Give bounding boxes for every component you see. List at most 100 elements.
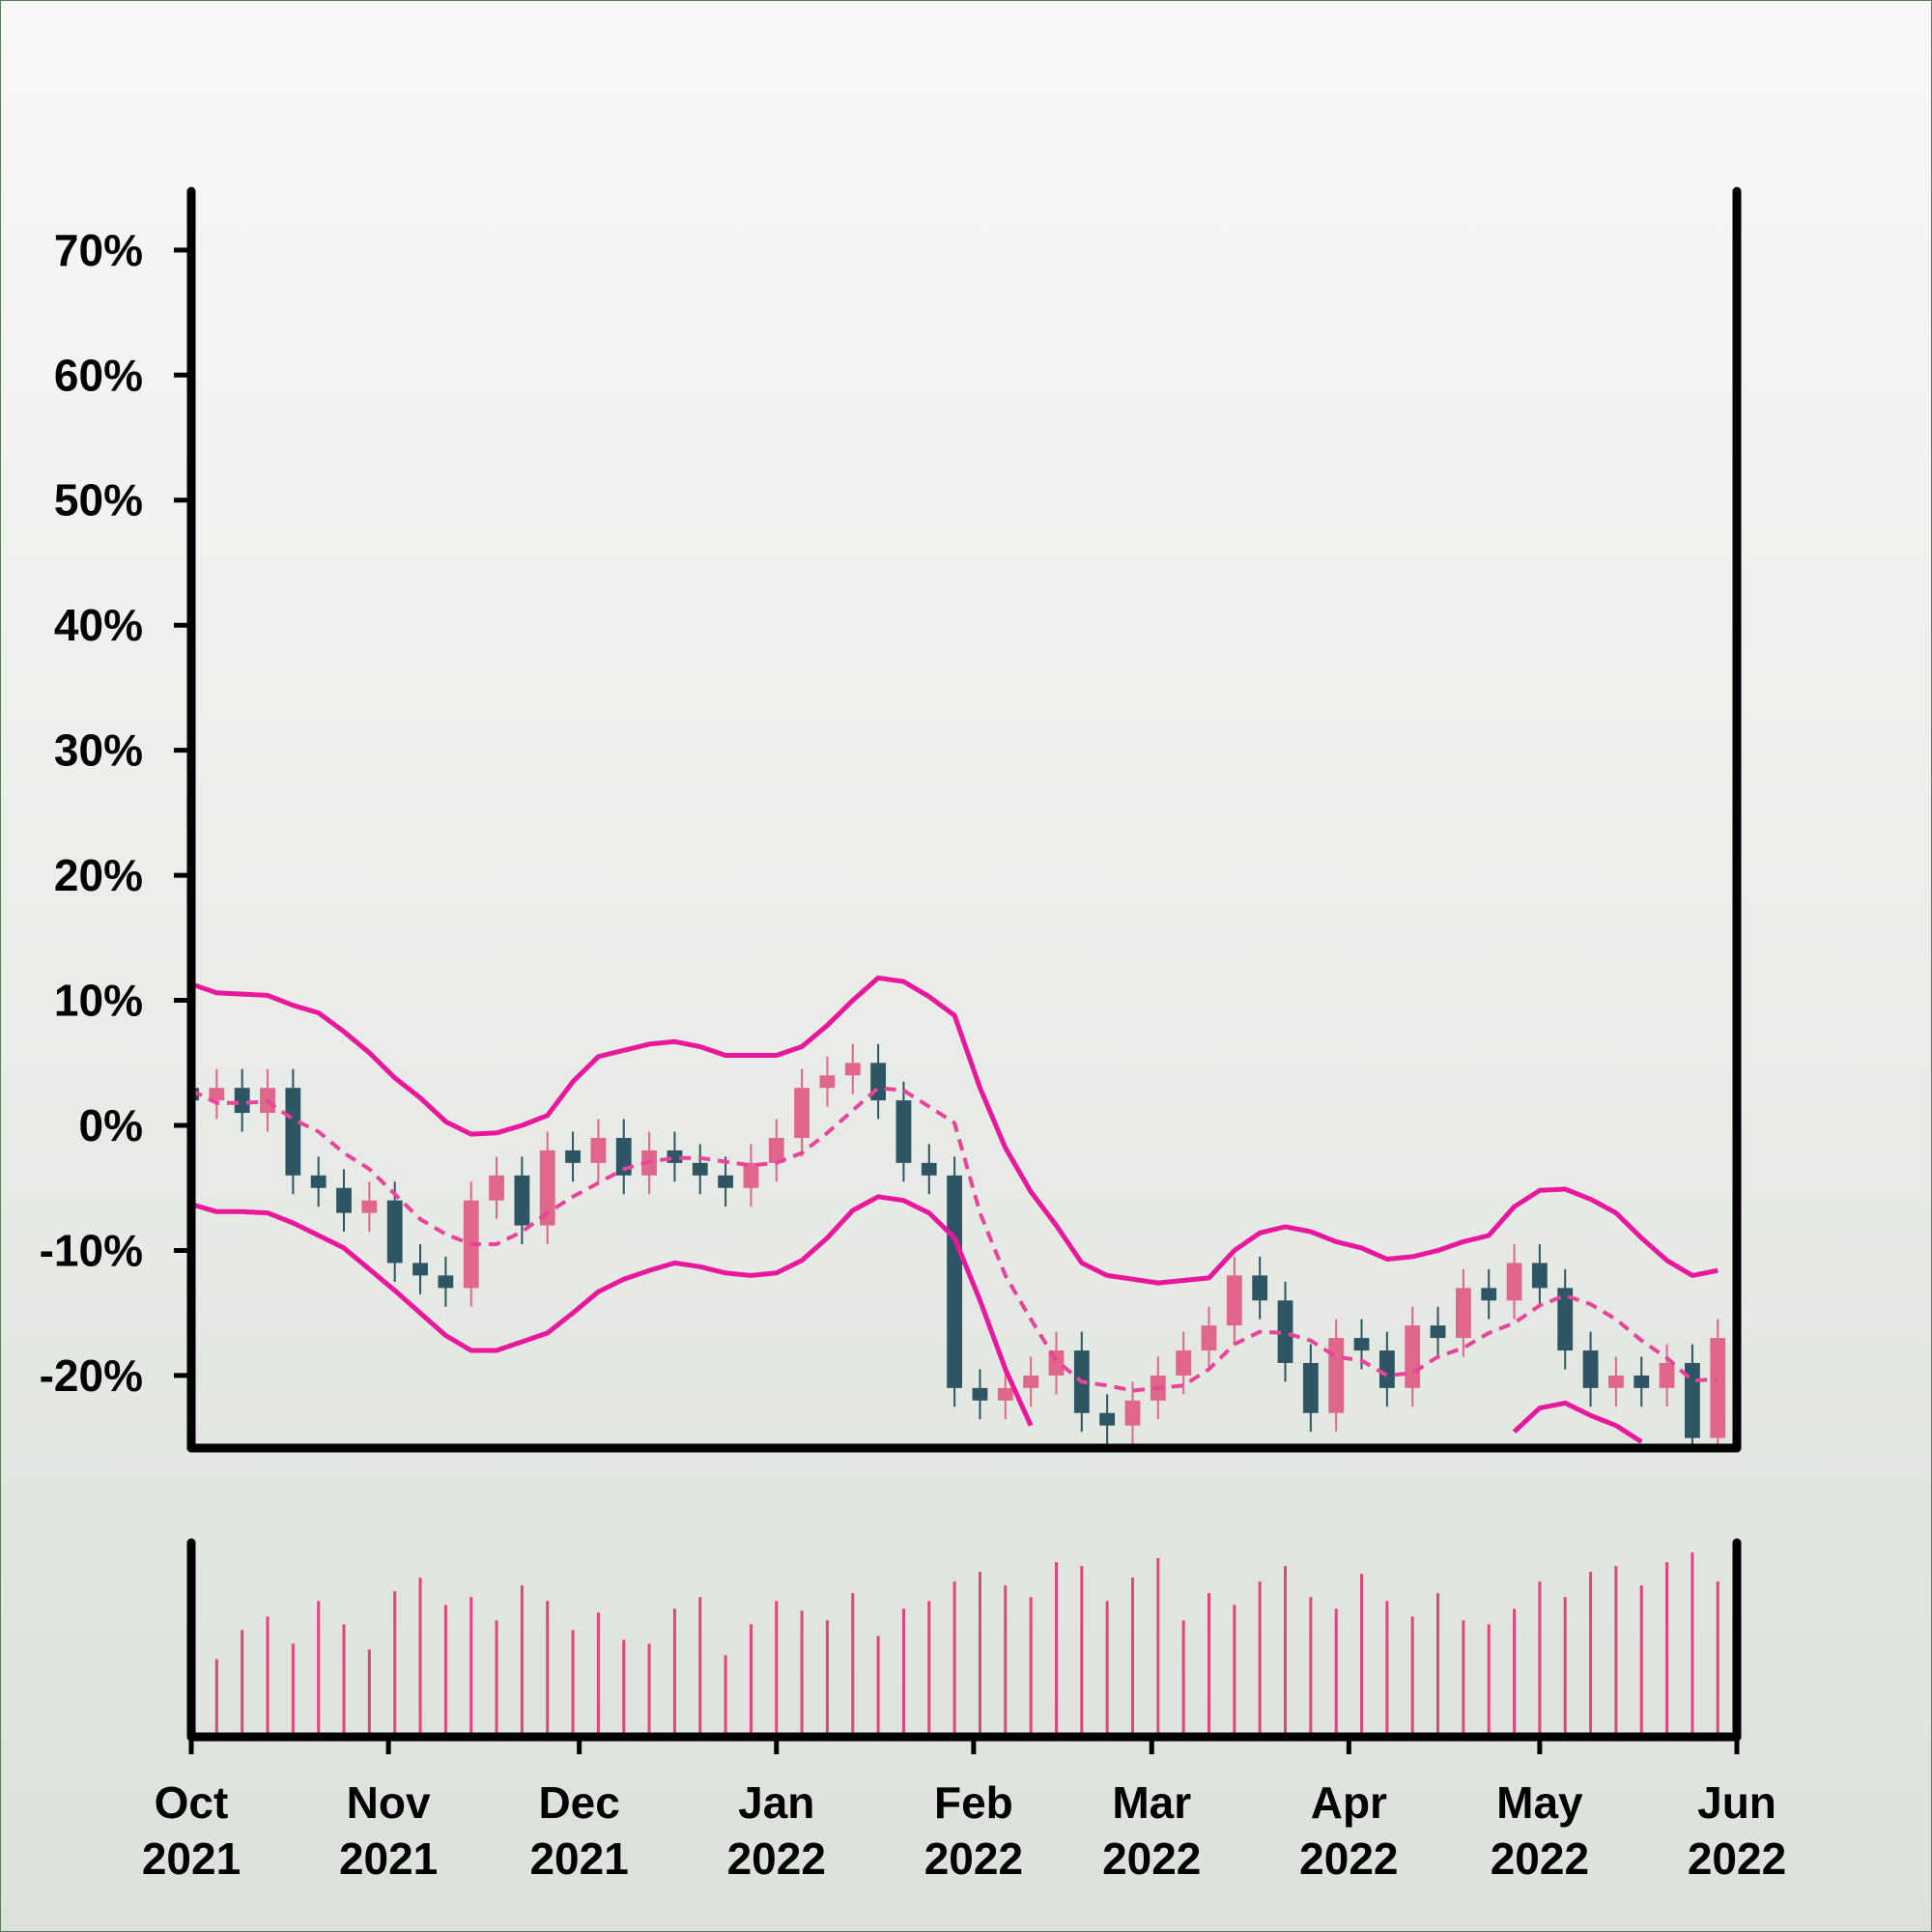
volume-bar bbox=[1716, 1581, 1719, 1737]
x-tick-label-line: 2022 bbox=[727, 1833, 826, 1884]
x-tick-label-line: 2022 bbox=[1491, 1833, 1589, 1884]
volume-bar bbox=[1436, 1593, 1440, 1737]
band-line bbox=[191, 1194, 1643, 1444]
volume-bar bbox=[1207, 1593, 1210, 1737]
volume-bar bbox=[749, 1624, 753, 1737]
candle-body bbox=[921, 1162, 937, 1176]
volume-bar bbox=[1410, 1616, 1414, 1737]
volume-bar bbox=[342, 1624, 346, 1737]
y-tick-label: 0% bbox=[79, 1100, 143, 1151]
volume-bar bbox=[1105, 1601, 1109, 1737]
volume-bar bbox=[317, 1601, 321, 1737]
candle-body bbox=[1176, 1350, 1192, 1376]
x-tick-label-line: Jun bbox=[1697, 1777, 1776, 1828]
volume-bar bbox=[1513, 1608, 1517, 1737]
candle-body bbox=[1353, 1338, 1370, 1351]
candle-body bbox=[768, 1137, 784, 1163]
x-tick-label-line: 2021 bbox=[142, 1833, 241, 1884]
candle-body bbox=[1277, 1300, 1293, 1363]
axes: -20%-10%0%10%20%30%40%50%60%70%Oct 2021No… bbox=[40, 186, 1786, 1884]
x-tick-label: Dec 2021 bbox=[529, 1777, 628, 1884]
volume-bar bbox=[1130, 1577, 1134, 1737]
candle-body bbox=[539, 1150, 555, 1226]
volume-bar bbox=[698, 1597, 702, 1737]
price-plot bbox=[191, 975, 1726, 1448]
candle-body bbox=[1582, 1350, 1599, 1388]
volume-bar bbox=[214, 1659, 218, 1737]
band-line bbox=[191, 975, 1719, 1286]
candle-body bbox=[1481, 1288, 1497, 1301]
candle-body bbox=[1455, 1288, 1471, 1339]
volume-bar bbox=[1334, 1608, 1338, 1737]
candle-body bbox=[1531, 1263, 1548, 1289]
candle-body bbox=[844, 1063, 861, 1076]
x-tick-label: Mar 2022 bbox=[1102, 1777, 1201, 1884]
candle-body bbox=[1099, 1412, 1116, 1426]
candle-body bbox=[514, 1175, 530, 1226]
volume-bar bbox=[901, 1608, 905, 1737]
volume-bar bbox=[1639, 1585, 1643, 1737]
volume-bar bbox=[1080, 1566, 1084, 1737]
volume-bar bbox=[1589, 1572, 1593, 1737]
volume-bar bbox=[367, 1649, 371, 1737]
volume-bar bbox=[1258, 1581, 1262, 1737]
volume-bar bbox=[1054, 1562, 1058, 1737]
y-tick-label: 40% bbox=[54, 600, 143, 650]
x-tick-label-line: May bbox=[1496, 1777, 1583, 1828]
volume-bar bbox=[1385, 1601, 1389, 1737]
x-tick-label-line: 2022 bbox=[1102, 1833, 1201, 1884]
candle-body bbox=[489, 1175, 504, 1201]
volume-bar bbox=[1614, 1566, 1618, 1737]
x-tick-label-line: 2021 bbox=[529, 1833, 628, 1884]
candle-body bbox=[386, 1200, 403, 1264]
volume-bar bbox=[443, 1605, 447, 1737]
x-tick-label-line: Dec bbox=[538, 1777, 619, 1828]
x-tick-label-line: Nov bbox=[347, 1777, 431, 1828]
volume-bar bbox=[952, 1581, 956, 1737]
candle-body bbox=[336, 1187, 352, 1213]
candle-body bbox=[1378, 1350, 1395, 1388]
x-tick-label-line: 2022 bbox=[1688, 1833, 1786, 1884]
x-tick-label-line: Mar bbox=[1112, 1777, 1191, 1828]
volume-bar bbox=[1004, 1585, 1008, 1737]
candle-body bbox=[209, 1088, 225, 1101]
y-tick-label: 50% bbox=[54, 475, 143, 526]
candle-body bbox=[1124, 1400, 1141, 1426]
x-tick-label: Jun 2022 bbox=[1688, 1777, 1786, 1884]
candle-body bbox=[1607, 1375, 1624, 1388]
candle-body bbox=[1557, 1288, 1574, 1351]
candle-body bbox=[310, 1175, 327, 1188]
volume-bar bbox=[596, 1612, 600, 1737]
candle-body bbox=[1328, 1338, 1345, 1413]
volume-bar bbox=[1360, 1574, 1364, 1737]
volume-bar bbox=[1690, 1552, 1694, 1737]
volume-bar bbox=[672, 1608, 676, 1737]
candle-body bbox=[1023, 1375, 1039, 1388]
x-tick-label: Apr 2022 bbox=[1299, 1777, 1398, 1884]
volume-bar bbox=[1284, 1566, 1288, 1737]
x-tick-label: Jan 2022 bbox=[727, 1777, 826, 1884]
candle-body bbox=[1659, 1362, 1675, 1388]
x-tick-label: Oct 2021 bbox=[142, 1777, 241, 1884]
volume-bar bbox=[393, 1591, 397, 1737]
y-tick-label: 70% bbox=[54, 225, 143, 275]
x-tick-label-line: Feb bbox=[934, 1777, 1013, 1828]
volume-bar bbox=[825, 1620, 829, 1737]
x-tick-label-line: 2022 bbox=[924, 1833, 1023, 1884]
x-tick-label-line: Jan bbox=[738, 1777, 814, 1828]
candle-body bbox=[997, 1387, 1013, 1401]
volume-bar bbox=[241, 1630, 244, 1737]
volume-bar bbox=[495, 1620, 498, 1737]
volume-bar bbox=[724, 1655, 727, 1737]
volume-bar bbox=[647, 1643, 651, 1737]
volume-bar bbox=[418, 1577, 422, 1737]
x-tick-label: May 2022 bbox=[1491, 1777, 1589, 1884]
volume-bar bbox=[1487, 1624, 1491, 1737]
volume-bar bbox=[800, 1610, 804, 1737]
x-tick-label-line: Oct bbox=[155, 1777, 229, 1828]
volume-bar bbox=[1462, 1620, 1465, 1737]
volume-bar bbox=[876, 1635, 880, 1737]
